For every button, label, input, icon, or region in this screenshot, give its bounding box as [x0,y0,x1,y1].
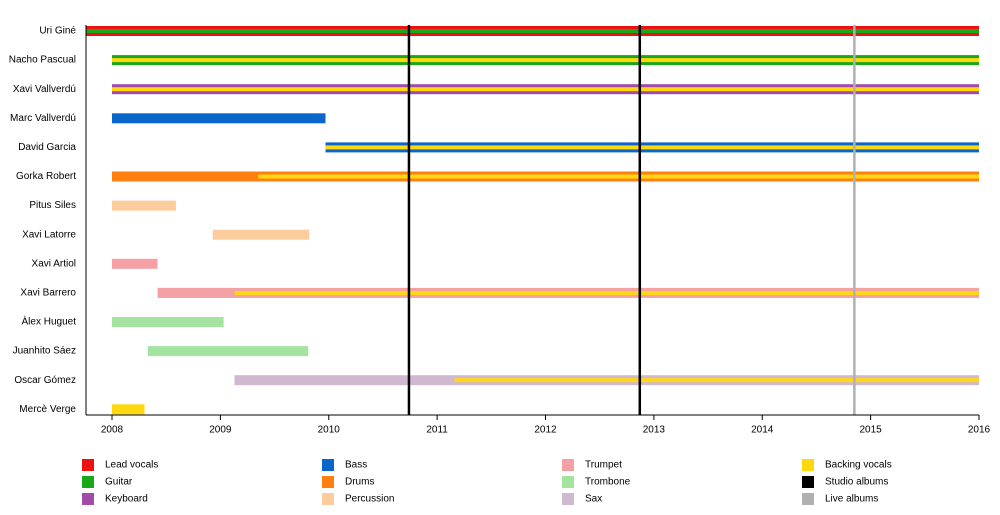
legend-swatch [82,493,94,505]
legend-swatch [802,459,814,471]
legend-swatch [82,476,94,488]
bar [147,346,309,357]
legend-label: Sax [585,494,602,505]
y-tick-label: Juanhito Sáez [13,346,76,357]
y-tick-label: David Garcia [18,142,76,153]
x-tick-label: 2015 [860,425,883,436]
y-tick-label: Gorka Robert [16,171,76,182]
bar [112,58,980,63]
legend-label: Live albums [825,494,878,505]
bar [112,258,158,269]
legend-swatch [322,493,334,505]
bar [86,29,979,33]
legend-label: Studio albums [825,477,888,488]
legend-label: Bass [345,460,367,471]
bar [212,229,310,240]
bar [258,174,979,179]
legend-swatch [562,476,574,488]
y-tick-label: Xavi Barrero [20,288,76,299]
legend-swatch [562,493,574,505]
legend-label: Backing vocals [825,460,892,471]
x-tick-label: 2013 [643,425,666,436]
legend-swatch [322,476,334,488]
legend-label: Trumpet [585,460,622,471]
bar [454,378,979,383]
legend-label: Trombone [585,477,631,488]
y-tick-label: Àlex Huguet [22,315,77,328]
x-tick-label: 2009 [209,425,232,436]
legend-swatch [802,476,814,488]
legend-swatch [82,459,94,471]
x-tick-label: 2010 [318,425,341,436]
legend-label: Keyboard [105,494,148,505]
bar [234,290,979,295]
bar [112,87,980,92]
x-tick-label: 2008 [101,425,124,436]
y-tick-label: Uri Giné [39,26,76,37]
y-tick-label: Marc Vallverdú [10,113,76,124]
legend-swatch [562,459,574,471]
y-tick-label: Pitus Siles [29,200,76,211]
legend-swatch [802,493,814,505]
x-tick-label: 2011 [426,425,448,436]
y-tick-label: Mercè Verge [19,404,76,415]
y-tick-label: Nacho Pascual [9,55,76,66]
legend-label: Guitar [105,477,133,488]
legend-label: Lead vocals [105,460,158,471]
legend-label: Percussion [345,494,394,505]
y-tick-label: Xavi Latorre [22,229,76,240]
bar [112,200,176,211]
legend-label: Drums [345,477,374,488]
bar [112,113,326,124]
x-tick-label: 2014 [751,425,774,436]
y-tick-label: Xavi Vallverdú [13,84,76,95]
bar [112,317,224,327]
y-tick-label: Oscar Gómez [14,375,76,386]
x-tick-label: 2016 [968,425,991,436]
legend-swatch [322,459,334,471]
bar [325,145,979,150]
y-tick-label: Xavi Artiol [32,258,76,269]
bar [112,404,145,415]
x-tick-label: 2012 [534,425,557,436]
